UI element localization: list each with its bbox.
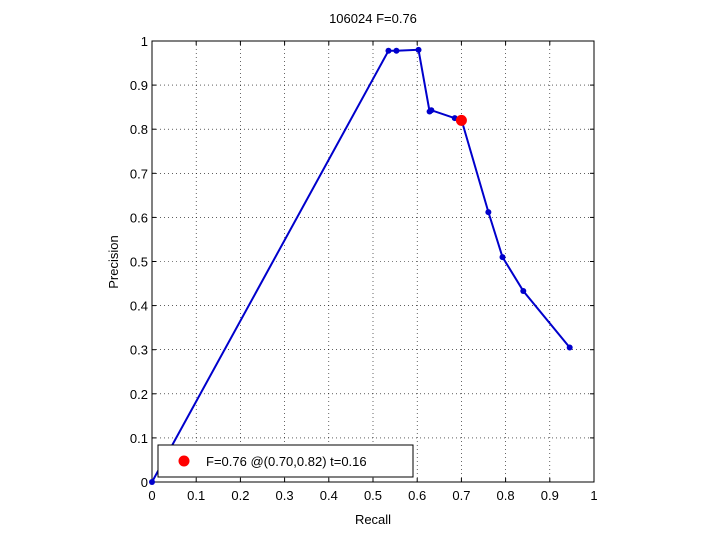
series-line: [151, 48, 571, 483]
y-tick-label: 0.5: [130, 255, 148, 270]
x-tick-label: 1: [590, 488, 597, 503]
y-tick-label: 1: [141, 34, 148, 49]
data-point: [499, 254, 506, 261]
x-tick-label: 0.1: [187, 488, 205, 503]
x-tick-label: 0.6: [408, 488, 426, 503]
x-tick-label: 0.9: [541, 488, 559, 503]
data-point: [520, 288, 527, 295]
legend-marker: [178, 455, 190, 467]
chart-title: 106024 F=0.76: [329, 11, 417, 26]
y-tick-label: 0.3: [130, 343, 148, 358]
x-tick-label: 0.5: [364, 488, 382, 503]
data-point: [428, 107, 435, 114]
y-tick-label: 0.9: [130, 78, 148, 93]
y-axis-label: Precision: [106, 235, 121, 288]
data-point: [149, 479, 155, 485]
grid: [152, 41, 594, 482]
best-point: [455, 114, 467, 126]
x-tick-label: 0: [148, 488, 155, 503]
legend: F=0.76 @(0.70,0.82) t=0.16: [157, 444, 414, 478]
x-axis-label: Recall: [355, 512, 391, 527]
data-point: [566, 344, 573, 351]
legend-label: F=0.76 @(0.70,0.82) t=0.16: [206, 454, 367, 469]
y-tick-label: 0.8: [130, 122, 148, 137]
y-tick-label: 0.4: [130, 299, 148, 314]
x-tick-label: 0.3: [276, 488, 294, 503]
data-point: [415, 46, 422, 53]
y-ticks: 0 0.1 0.2 0.3 0.4 0.5 0.6 0.7 0.8 0.9 1: [130, 34, 594, 490]
y-tick-label: 0: [141, 475, 148, 490]
series-points: [149, 46, 573, 485]
x-tick-label: 0.8: [497, 488, 515, 503]
data-point: [393, 47, 400, 54]
x-tick-label: 0.7: [452, 488, 470, 503]
y-tick-label: 0.6: [130, 210, 148, 225]
data-point: [485, 209, 492, 216]
y-tick-label: 0.2: [130, 387, 148, 402]
y-tick-label: 0.7: [130, 166, 148, 181]
x-tick-label: 0.2: [231, 488, 249, 503]
legend-box: [157, 444, 414, 478]
x-tick-label: 0.4: [320, 488, 338, 503]
data-point: [385, 47, 392, 54]
y-tick-label: 0.1: [130, 431, 148, 446]
x-ticks: 0 0.1 0.2 0.3 0.4 0.5 0.6 0.7 0.8 0.9 1: [148, 41, 598, 503]
